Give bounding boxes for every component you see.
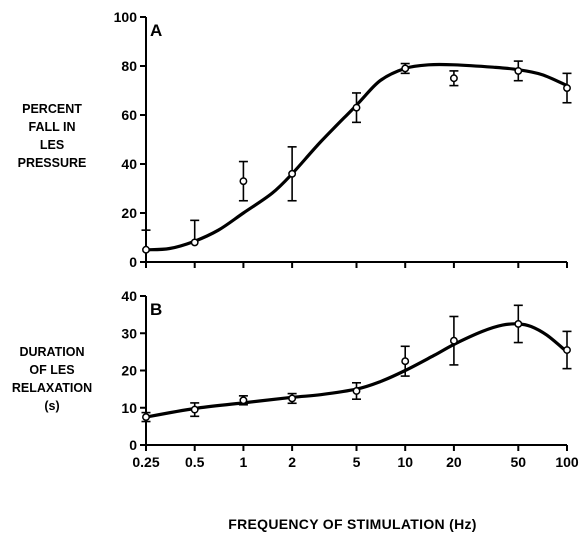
data-point: [288, 394, 297, 403]
y-tick-label: 0: [129, 437, 137, 453]
data-point: [142, 413, 150, 422]
data-point: [449, 74, 458, 83]
x-tick-label: 2: [288, 454, 296, 470]
y-axis-label: PERCENT: [22, 102, 82, 116]
panel-label: B: [150, 300, 162, 319]
x-tick-label: 1: [240, 454, 248, 470]
x-tick-label: 5: [353, 454, 361, 470]
panel-b: 0 10 20 30 40 0.25 0.5 1 2 5 10 20 50 100 DURATION OF L…: [12, 288, 579, 532]
data-point: [449, 336, 458, 345]
x-tick-label: 0.5: [185, 454, 205, 470]
x-tick-label: 100: [555, 454, 579, 470]
x-tick-label: 50: [511, 454, 527, 470]
y-axis-label: PRESSURE: [18, 156, 87, 170]
y-tick-label: 20: [121, 363, 137, 379]
y-tick-label: 30: [121, 325, 137, 341]
y-axis-label: DURATION: [19, 345, 84, 359]
y-tick-label: 40: [121, 288, 137, 304]
data-point: [239, 177, 248, 186]
y-axis-label: RELAXATION: [12, 381, 92, 395]
data-point: [514, 66, 523, 75]
data-point: [563, 346, 571, 354]
x-tick-label: 10: [397, 454, 413, 470]
data-point: [288, 169, 297, 178]
y-axis-label: LES: [40, 138, 64, 152]
data-point: [401, 64, 410, 73]
panel-a: 0 20 40 60 80 100 PERCENT FALL IN LES PRESSURE A: [18, 9, 572, 270]
y-tick-label: 100: [114, 9, 138, 25]
y-tick-label: 40: [121, 156, 137, 172]
data-point: [352, 103, 361, 112]
y-tick-label: 0: [129, 254, 137, 270]
y-tick-label: 80: [121, 58, 137, 74]
data-point: [190, 238, 199, 247]
data-point: [142, 245, 150, 254]
data-point: [401, 357, 410, 366]
y-axis-label: OF LES: [29, 363, 74, 377]
y-axis-label: FALL IN: [29, 120, 76, 134]
data-point: [352, 387, 361, 395]
x-axis-label: FREQUENCY OF STIMULATION (Hz): [228, 516, 477, 532]
y-tick-label: 60: [121, 107, 137, 123]
data-point: [514, 319, 523, 328]
x-tick-label: 0.25: [132, 454, 159, 470]
data-point: [563, 84, 571, 93]
fit-curve: [144, 322, 569, 419]
y-tick-label: 10: [121, 400, 137, 416]
data-point: [239, 396, 248, 405]
x-tick-label: 20: [446, 454, 462, 470]
data-point: [190, 405, 199, 414]
y-axis-label: (s): [44, 399, 59, 413]
panel-label: A: [150, 21, 162, 40]
y-tick-label: 20: [121, 205, 137, 221]
